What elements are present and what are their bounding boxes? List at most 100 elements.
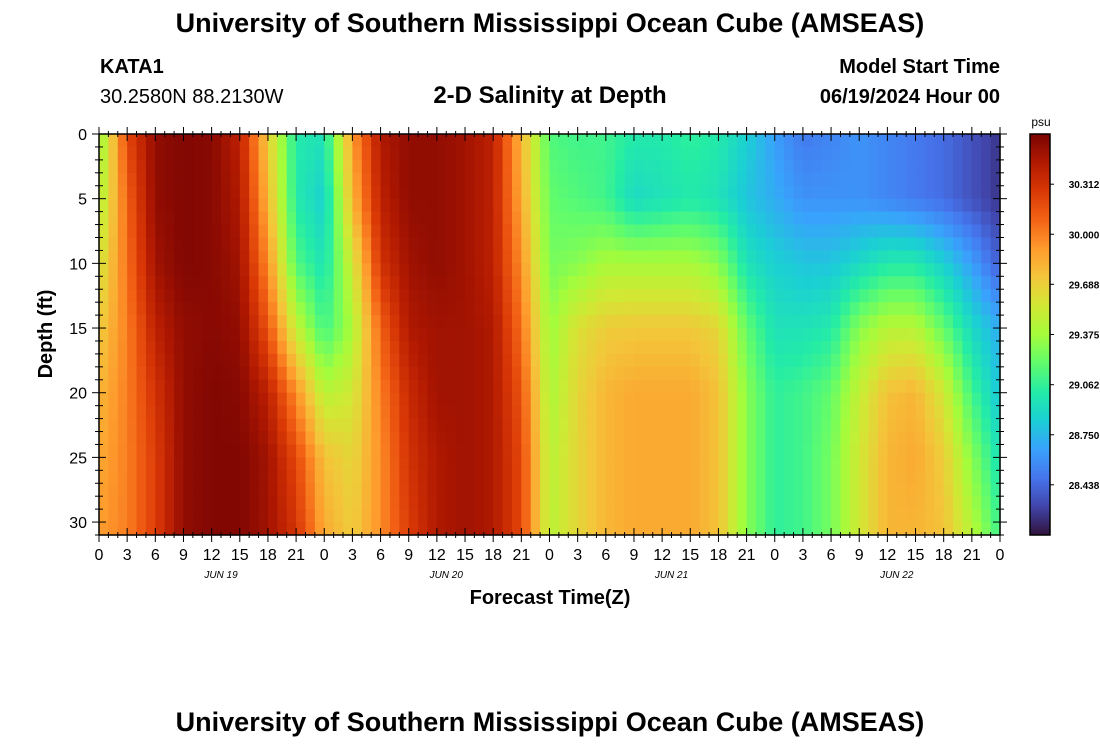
heatmap-cell bbox=[877, 263, 888, 277]
heatmap-cell bbox=[727, 315, 738, 329]
heatmap-cell bbox=[549, 134, 560, 148]
heatmap-cell bbox=[652, 289, 663, 303]
x-tick-label: 21 bbox=[287, 547, 305, 564]
heatmap-cell bbox=[361, 224, 372, 239]
heatmap-cell bbox=[793, 198, 804, 213]
heatmap-cell bbox=[540, 263, 551, 277]
heatmap-cell bbox=[540, 250, 551, 264]
heatmap-cell bbox=[117, 379, 128, 394]
heatmap-cell bbox=[324, 263, 335, 277]
heatmap-cell bbox=[136, 496, 147, 510]
heatmap-cell bbox=[164, 250, 175, 264]
heatmap-cell bbox=[587, 366, 598, 381]
heatmap-cell bbox=[549, 224, 560, 239]
heatmap-cell bbox=[399, 496, 410, 510]
heatmap-cell bbox=[887, 237, 898, 252]
heatmap-cell bbox=[239, 444, 250, 458]
heatmap-cell bbox=[896, 483, 907, 497]
heatmap-cell bbox=[558, 405, 569, 420]
heatmap-cell bbox=[915, 366, 926, 381]
heatmap-cell bbox=[427, 237, 438, 252]
heatmap-cell bbox=[774, 470, 785, 484]
heatmap-cell bbox=[314, 237, 325, 252]
heatmap-cell bbox=[746, 509, 757, 523]
heatmap-cell bbox=[174, 302, 185, 316]
heatmap-cell bbox=[755, 224, 766, 239]
heatmap-cell bbox=[99, 250, 109, 264]
heatmap-cell bbox=[530, 483, 541, 497]
heatmap-cell bbox=[155, 289, 166, 303]
heatmap-cell bbox=[859, 340, 870, 355]
heatmap-cell bbox=[446, 198, 457, 213]
footer-title: University of Southern Mississippi Ocean… bbox=[175, 707, 925, 737]
x-tick-label: 18 bbox=[935, 547, 953, 564]
heatmap-cell bbox=[915, 509, 926, 523]
heatmap-cell bbox=[192, 483, 203, 497]
heatmap-cell bbox=[343, 237, 354, 252]
heatmap-cell bbox=[877, 470, 888, 484]
heatmap-cell bbox=[380, 172, 391, 187]
heatmap-cell bbox=[690, 263, 701, 277]
heatmap-cell bbox=[418, 198, 429, 213]
heatmap-cell bbox=[755, 198, 766, 213]
heatmap-cell bbox=[812, 289, 823, 303]
heatmap-cell bbox=[446, 237, 457, 252]
heatmap-cell bbox=[436, 211, 447, 226]
heatmap-cell bbox=[746, 315, 757, 329]
heatmap-cell bbox=[774, 353, 785, 368]
heatmap-cell bbox=[784, 224, 795, 239]
heatmap-cell bbox=[568, 302, 579, 316]
heatmap-cell bbox=[558, 315, 569, 329]
heatmap-cell bbox=[343, 146, 354, 161]
heatmap-cell bbox=[436, 457, 447, 471]
heatmap-cell bbox=[737, 328, 748, 342]
heatmap-cell bbox=[221, 276, 231, 290]
heatmap-cell bbox=[136, 470, 147, 484]
heatmap-cell bbox=[755, 185, 766, 200]
heatmap-cell bbox=[117, 509, 128, 523]
heatmap-cell bbox=[455, 340, 466, 355]
heatmap-cell bbox=[145, 457, 156, 471]
heatmap-cell bbox=[493, 146, 504, 161]
heatmap-cell bbox=[127, 483, 138, 497]
heatmap-cell bbox=[436, 159, 447, 174]
heatmap-cell bbox=[230, 509, 241, 523]
heatmap-cell bbox=[859, 483, 870, 497]
heatmap-cell bbox=[568, 185, 579, 200]
heatmap-cell bbox=[971, 289, 982, 303]
heatmap-cell bbox=[784, 470, 795, 484]
heatmap-cell bbox=[652, 431, 663, 446]
heatmap-cell bbox=[380, 289, 391, 303]
heatmap-cell bbox=[615, 431, 626, 446]
heatmap-cell bbox=[615, 159, 626, 174]
heatmap-cell bbox=[671, 470, 682, 484]
heatmap-cell bbox=[652, 302, 663, 316]
heatmap-cell bbox=[540, 379, 551, 394]
heatmap-cell bbox=[915, 146, 926, 161]
heatmap-cell bbox=[662, 405, 673, 420]
heatmap-cell bbox=[596, 276, 607, 290]
heatmap-cell bbox=[812, 198, 823, 213]
heatmap-cell bbox=[755, 315, 766, 329]
heatmap-cell bbox=[962, 353, 973, 368]
heatmap-cell bbox=[568, 405, 579, 420]
heatmap-cell bbox=[183, 483, 194, 497]
heatmap-cell bbox=[267, 237, 278, 252]
heatmap-cell bbox=[774, 302, 785, 316]
heatmap-cell bbox=[286, 483, 297, 497]
heatmap-cell bbox=[709, 134, 720, 148]
heatmap-cell bbox=[784, 211, 795, 226]
heatmap-cell bbox=[483, 263, 494, 277]
heatmap-cell bbox=[324, 444, 335, 458]
heatmap-cell bbox=[699, 289, 710, 303]
heatmap-cell bbox=[465, 289, 476, 303]
heatmap-cell bbox=[145, 185, 156, 200]
heatmap-cell bbox=[530, 405, 541, 420]
heatmap-cell bbox=[737, 134, 748, 148]
heatmap-cell bbox=[727, 263, 738, 277]
day-label: JUN 21 bbox=[654, 570, 688, 581]
heatmap-cell bbox=[230, 340, 241, 355]
heatmap-cell bbox=[633, 457, 644, 471]
heatmap-cell bbox=[558, 276, 569, 290]
heatmap-cell bbox=[436, 302, 447, 316]
